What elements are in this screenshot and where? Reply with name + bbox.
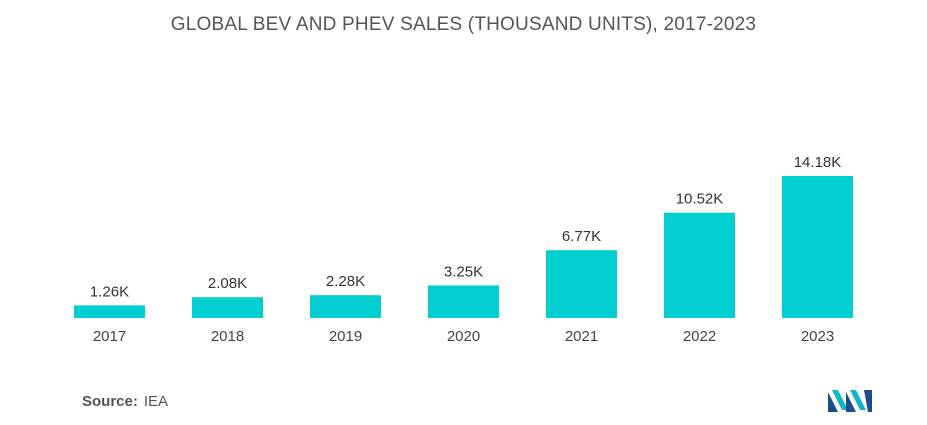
x-tick-label-2020: 2020 — [447, 328, 480, 345]
x-tick-label-2022: 2022 — [683, 328, 716, 345]
bar-2021 — [546, 250, 617, 318]
bar-2020 — [428, 285, 499, 318]
x-tick-label-2019: 2019 — [329, 328, 362, 345]
chart-title: GLOBAL BEV AND PHEV SALES (THOUSAND UNIT… — [170, 14, 757, 35]
x-tick-labels-group: 2017 2018 2019 2020 2021 2022 2023 — [93, 328, 834, 345]
data-labels-group: 1.26K 2.08K 2.28K 3.25K 6.77K 10.52K 14.18K — [90, 154, 841, 300]
mordor-intelligence-logo-icon — [828, 390, 872, 412]
bar-2019 — [310, 295, 381, 318]
source-label: Source: — [82, 393, 138, 410]
data-label-2022: 10.52K — [676, 191, 724, 208]
bar-chart: 1.26K 2.08K 2.28K 3.25K 6.77K 10.52K 14.18K 20… — [74, 154, 853, 345]
data-label-2020: 3.25K — [444, 264, 483, 281]
x-tick-label-2021: 2021 — [565, 328, 598, 345]
source-note: Source: IEA — [82, 393, 168, 410]
x-tick-label-2023: 2023 — [801, 328, 834, 345]
source-value: IEA — [143, 393, 169, 410]
bar-2018 — [192, 297, 263, 318]
bar-2022 — [664, 212, 735, 318]
x-tick-label-2018: 2018 — [211, 328, 244, 345]
data-label-2017: 1.26K — [90, 283, 129, 300]
bar-2017 — [74, 305, 145, 318]
data-label-2021: 6.77K — [562, 228, 601, 245]
bar-2023 — [782, 176, 853, 318]
x-tick-label-2017: 2017 — [93, 328, 126, 345]
data-label-2019: 2.28K — [326, 273, 365, 290]
data-label-2018: 2.08K — [208, 275, 247, 292]
bars-group — [74, 176, 853, 318]
data-label-2023: 14.18K — [794, 154, 842, 171]
